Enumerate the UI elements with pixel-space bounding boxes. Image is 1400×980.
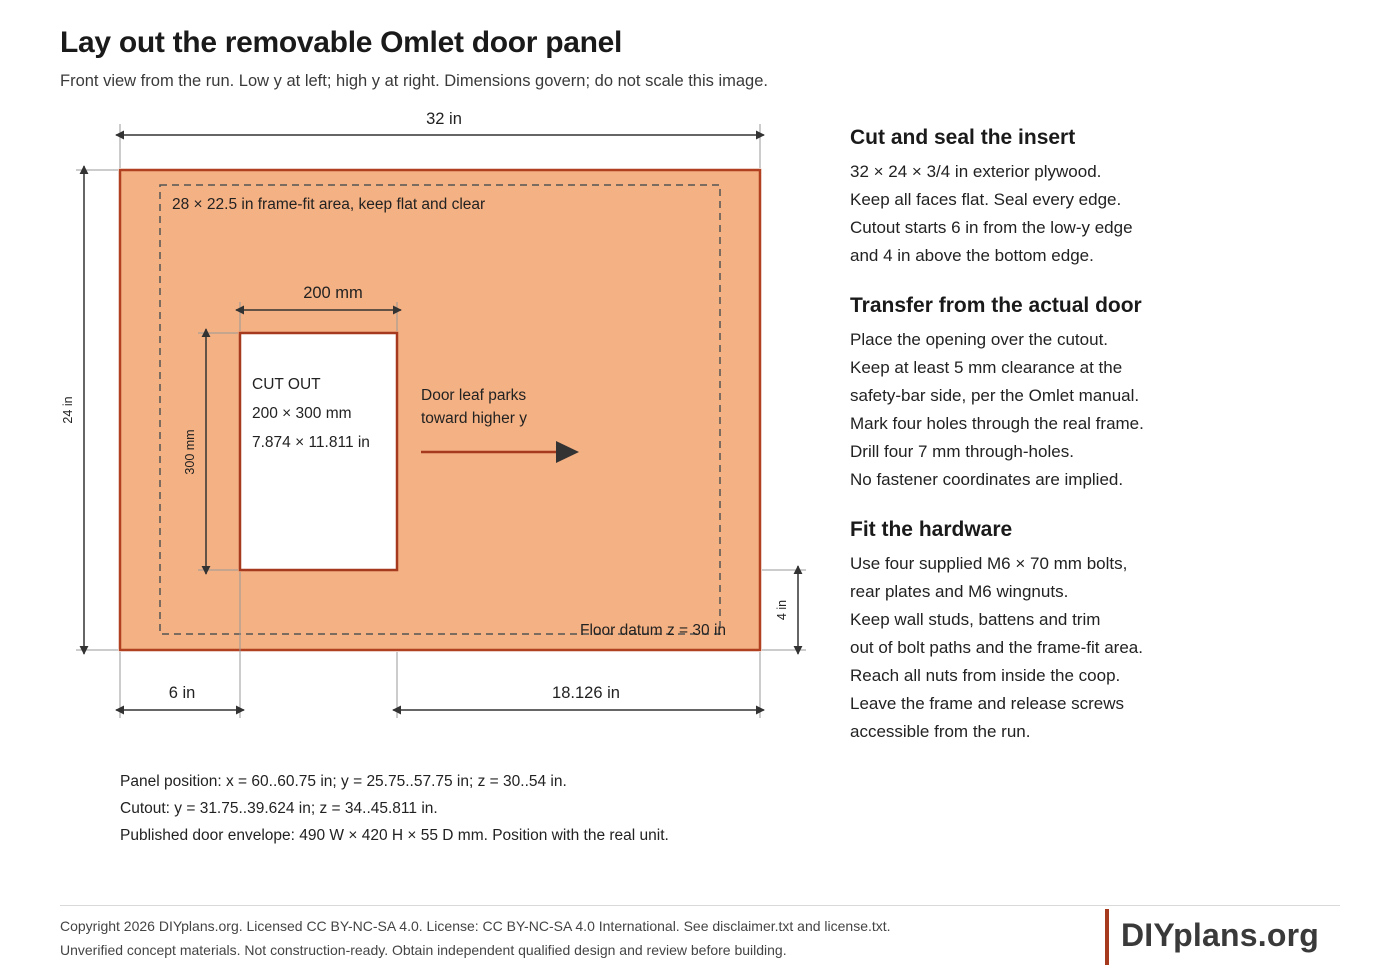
cutout-size-in: 7.874 × 11.811 in (252, 434, 370, 451)
step-line: Keep at least 5 mm clearance at the (850, 358, 1123, 377)
step-cut-and-seal: Cut and seal the insert 32 × 24 × 3/4 in… (850, 124, 1370, 270)
page-title: Lay out the removable Omlet door panel (60, 26, 623, 59)
cutout-offset-label: 6 in (169, 684, 196, 702)
instruction-steps: Cut and seal the insert 32 × 24 × 3/4 in… (850, 124, 1370, 768)
cutout-label: CUT OUT (252, 376, 321, 393)
door-envelope-note: Published door envelope: 490 W × 420 H ×… (120, 827, 669, 844)
brand-name: DIYplans.org (1121, 917, 1319, 953)
panel-height-label: 24 in (61, 396, 75, 423)
footer-divider (60, 905, 1340, 906)
step-line: and 4 in above the bottom edge. (850, 246, 1094, 265)
door-leaf-note-line1: Door leaf parks (421, 387, 526, 404)
step-fit-hardware: Fit the hardware Use four supplied M6 × … (850, 516, 1370, 746)
cutout-size-mm: 200 × 300 mm (252, 405, 352, 422)
door-leaf-note-line2: toward higher y (421, 410, 527, 427)
step-line: 32 × 24 × 3/4 in exterior plywood. (850, 162, 1102, 181)
floor-datum-label: Floor datum z = 30 in (580, 622, 726, 639)
cutout-position-note: Cutout: y = 31.75..39.624 in; z = 34..45… (120, 800, 438, 817)
step-line: Place the opening over the cutout. (850, 330, 1109, 349)
svg-text:CUT OUT 200 × 300 mm 7: CUT OUT 200 × 300 mm 7.874 × 11.811 in (252, 376, 370, 451)
step-transfer: Transfer from the actual door Place the … (850, 292, 1370, 494)
step-line: Mark four holes through the real frame. (850, 414, 1144, 433)
step-line: Reach all nuts from inside the coop. (850, 666, 1121, 685)
door-panel-diagram: 28 × 22.5 in frame-fit area, keep flat a… (61, 110, 806, 718)
panel-width-label: 32 in (426, 110, 462, 128)
copyright-line: Copyright 2026 DIYplans.org. Licensed CC… (60, 918, 891, 934)
step-line: Keep wall studs, battens and trim (850, 610, 1101, 629)
footer: Copyright 2026 DIYplans.org. Licensed CC… (60, 914, 891, 962)
bottom-offset-label: 4 in (775, 600, 789, 620)
disclaimer-line: Unverified concept materials. Not constr… (60, 942, 787, 958)
step-line: Keep all faces flat. Seal every edge. (850, 190, 1122, 209)
cutout-height-label: 300 mm (183, 429, 197, 474)
brand-logo: DIYplans.org (1105, 909, 1319, 965)
step-line: safety-bar side, per the Omlet manual. (850, 386, 1140, 405)
step-line: rear plates and M6 wingnuts. (850, 582, 1069, 601)
door-leaf-arrow-head (556, 441, 579, 463)
step-heading: Fit the hardware (850, 518, 1013, 541)
page-subtitle: Front view from the run. Low y at left; … (60, 72, 768, 90)
cutout (238, 331, 399, 572)
step-line: No fastener coordinates are implied. (850, 470, 1124, 489)
step-line: out of bolt paths and the frame-fit area… (850, 638, 1143, 657)
step-line: accessible from the run. (850, 722, 1031, 741)
panel-position-note: Panel position: x = 60..60.75 in; y = 25… (120, 773, 567, 790)
svg-text:Door leaf parks toward hig: Door leaf parks toward higher y (421, 387, 530, 427)
cutout-width-label: 200 mm (303, 284, 363, 302)
position-notes: Panel position: x = 60..60.75 in; y = 25… (120, 768, 669, 849)
step-heading: Cut and seal the insert (850, 126, 1076, 149)
frame-fit-area (159, 184, 721, 635)
step-line: Leave the frame and release screws (850, 694, 1125, 713)
step-heading: Transfer from the actual door (850, 294, 1142, 317)
step-line: Use four supplied M6 × 70 mm bolts, (850, 554, 1128, 573)
cutout-right-label: 18.126 in (552, 684, 620, 702)
step-line: Cutout starts 6 in from the low-y edge (850, 218, 1133, 237)
frame-fit-label: 28 × 22.5 in frame-fit area, keep flat a… (172, 196, 485, 213)
step-line: Drill four 7 mm through-holes. (850, 442, 1074, 461)
